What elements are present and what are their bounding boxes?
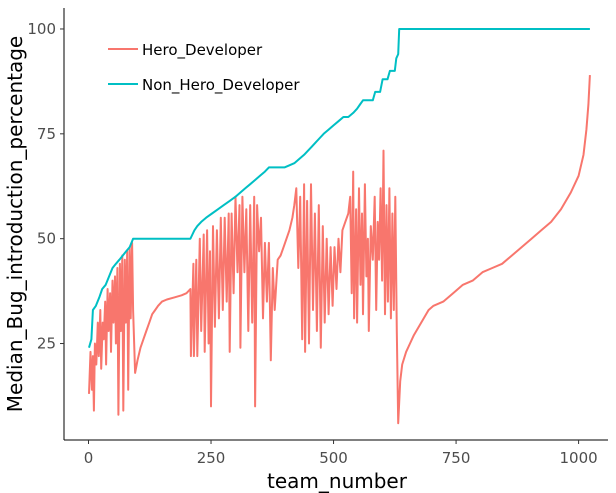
y-tick-label: 75 — [37, 125, 56, 143]
y-tick-label: 50 — [37, 230, 56, 248]
y-tick-label: 25 — [37, 335, 56, 353]
x-tick-label: 0 — [84, 449, 94, 467]
series-line-hero-developer — [88, 75, 591, 425]
x-tick-label: 750 — [442, 449, 471, 467]
y-axis-title: Median_Bug_introduction_percentage — [3, 36, 27, 412]
x-tick-label: 500 — [319, 449, 348, 467]
plot-area — [88, 28, 591, 425]
x-axis-title: team_number — [267, 469, 408, 493]
legend: Hero_Developer Non_Hero_Developer — [108, 41, 300, 95]
legend-label-hero: Hero_Developer — [142, 41, 263, 60]
y-axis-ticks: 25 50 75 100 — [27, 20, 64, 353]
y-tick-label: 100 — [27, 20, 56, 38]
x-axis-ticks: 0 250 500 750 1000 — [84, 440, 598, 467]
legend-label-non-hero: Non_Hero_Developer — [142, 76, 300, 95]
series-line-non-hero-developer — [88, 28, 590, 348]
x-tick-label: 250 — [197, 449, 226, 467]
x-tick-label: 1000 — [560, 449, 598, 467]
